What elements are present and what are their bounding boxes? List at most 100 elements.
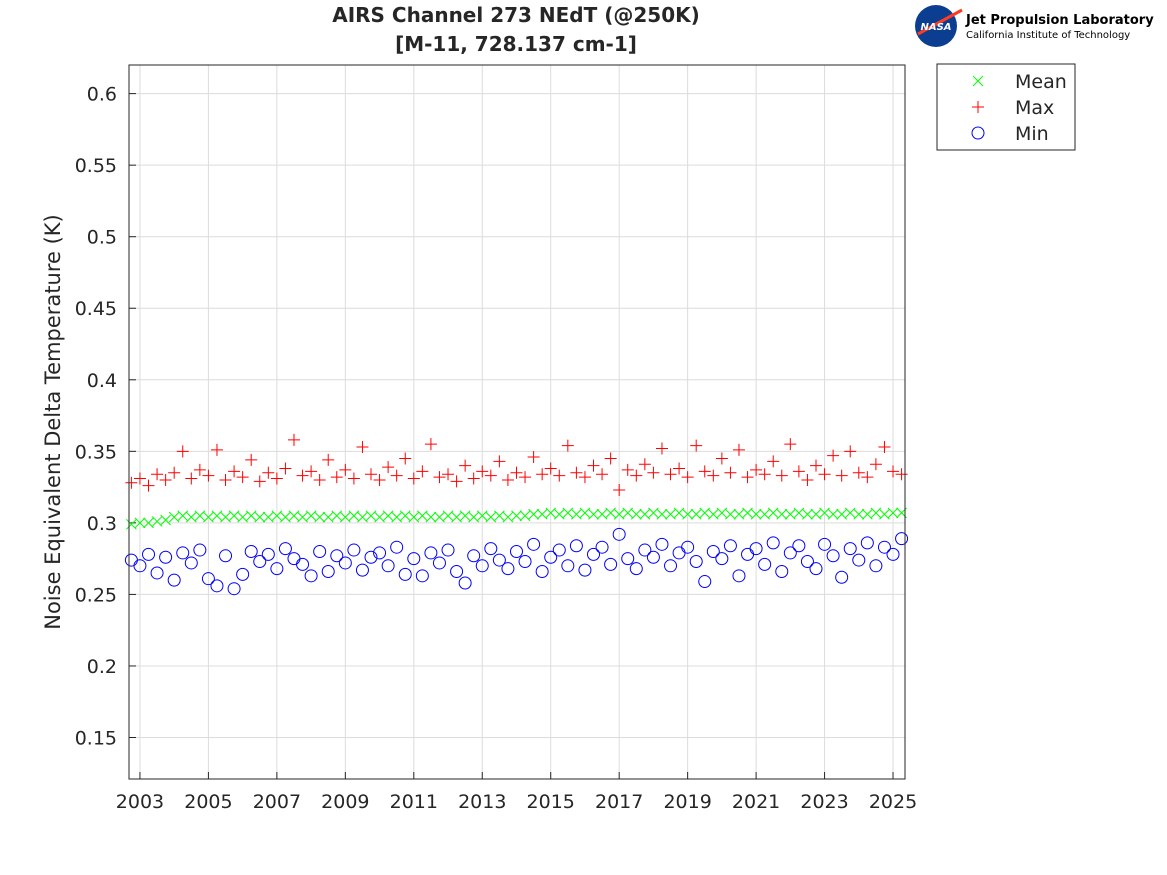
data-point (519, 471, 532, 484)
data-point (646, 550, 660, 564)
data-point (895, 532, 909, 546)
data-point (424, 546, 438, 560)
data-point (142, 547, 156, 561)
data-point (313, 544, 327, 558)
data-point (827, 508, 839, 520)
data-point (458, 576, 472, 590)
legend-label: Mean (1015, 71, 1067, 93)
data-point (467, 472, 480, 485)
data-point (322, 453, 335, 466)
data-point (869, 559, 883, 573)
data-point (176, 546, 190, 560)
data-point (501, 473, 514, 486)
data-point (682, 508, 693, 520)
data-point (210, 579, 224, 593)
data-point (355, 563, 369, 577)
data-point (287, 433, 300, 446)
data-point (373, 546, 387, 560)
y-tick-label: 0.25 (75, 584, 117, 606)
data-point (228, 465, 241, 478)
data-point (826, 549, 840, 563)
data-point (681, 471, 694, 484)
data-point (775, 469, 788, 482)
data-point (621, 552, 635, 566)
y-tick-label: 0.5 (87, 227, 117, 249)
data-point (802, 508, 813, 520)
data-point (595, 540, 609, 554)
data-point (578, 563, 592, 577)
data-point (792, 465, 805, 478)
data-point (210, 443, 223, 456)
plot-frame (128, 64, 906, 780)
data-point (655, 442, 668, 455)
data-point (142, 479, 155, 492)
data-point (314, 511, 326, 523)
data-point (219, 549, 233, 563)
data-point (305, 465, 318, 478)
data-point (167, 573, 181, 587)
data-point (244, 544, 258, 558)
data-point (783, 546, 797, 560)
data-point (604, 452, 617, 465)
data-point (818, 468, 831, 481)
data-point (878, 441, 891, 454)
logo-name: Jet Propulsion Laboratory (965, 13, 1154, 28)
y-tick-label: 0.45 (75, 298, 117, 320)
data-point (236, 567, 250, 581)
data-point (493, 455, 506, 468)
data-point (501, 562, 515, 576)
data-point (681, 540, 695, 554)
data-point (569, 539, 583, 553)
data-point (860, 536, 874, 550)
data-point (852, 466, 865, 479)
data-point (193, 463, 206, 476)
grid: 0.15 0.2 0.25 0.3 0.35 0.4 0.45 0.5 0.55 0.6 2003 2… (75, 65, 917, 813)
legend-label: Max (1015, 97, 1054, 119)
data-point (588, 508, 599, 520)
data-point (296, 557, 310, 571)
data-point (398, 567, 412, 581)
data-point (723, 539, 737, 553)
data-point (254, 511, 266, 523)
y-tick-label: 0.6 (87, 84, 117, 106)
data-point (706, 544, 720, 558)
logo-institution: California Institute of Technology (966, 30, 1130, 41)
data-point (732, 443, 745, 456)
data-point (184, 556, 198, 570)
data-point (219, 473, 232, 486)
data-point (253, 555, 267, 569)
data-point (861, 471, 874, 484)
data-point (373, 473, 386, 486)
data-point (835, 469, 848, 482)
data-point (270, 562, 284, 576)
data-point (690, 439, 703, 452)
data-point (253, 475, 266, 488)
data-point (450, 565, 464, 579)
data-point (843, 542, 857, 556)
data-point (766, 536, 780, 550)
data-point (578, 471, 591, 484)
data-point (758, 557, 772, 571)
data-point (415, 569, 429, 583)
data-point (338, 556, 352, 570)
data-point (715, 452, 728, 465)
data-point (544, 550, 558, 564)
data-point (630, 508, 642, 520)
data-point (776, 508, 788, 520)
data-point (698, 575, 712, 589)
data-point (279, 462, 292, 475)
data-point (853, 508, 865, 520)
x-tick-label: 2005 (184, 791, 232, 813)
data-point (887, 465, 900, 478)
data-point (809, 562, 823, 576)
data-point (732, 569, 746, 583)
y-axis-label: Noise Equivalent Delta Temperature (K) (41, 214, 65, 630)
data-point (869, 458, 882, 471)
data-point (509, 544, 523, 558)
data-point (528, 508, 539, 520)
data-point (160, 514, 171, 526)
data-point (715, 552, 729, 566)
x-tick-label: 2007 (253, 791, 301, 813)
data-point (484, 469, 497, 482)
data-point (544, 462, 557, 475)
